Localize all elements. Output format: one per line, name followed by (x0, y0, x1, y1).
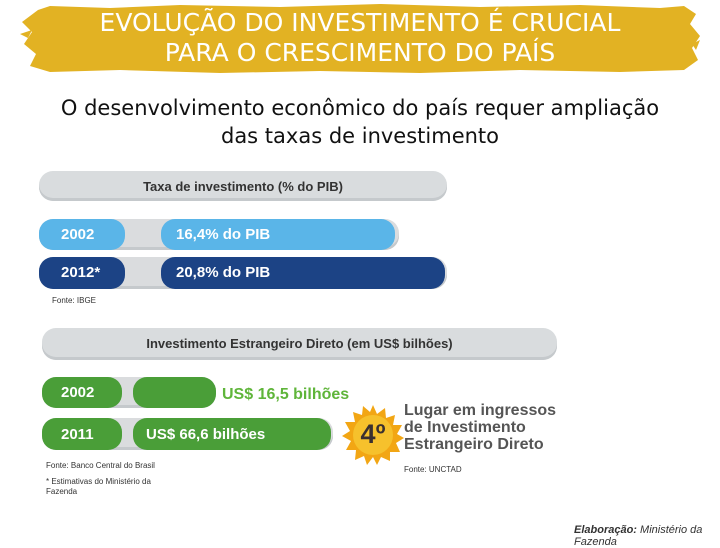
credit: Elaboração: Ministério da Fazenda (574, 524, 720, 548)
fdi-row-2002-year: 2002 (61, 384, 95, 401)
fdi-source: Fonte: Banco Central do Brasil (46, 461, 155, 470)
page-title-line2: PARA O CRESCIMENTO DO PAÍS (164, 38, 556, 67)
fdi-footnote: * Estimativas do Ministério da Fazenda (46, 477, 151, 497)
fdi-header: Investimento Estrangeiro Direto (em US$ … (42, 328, 557, 360)
investment-row-2012-value-pill (161, 257, 445, 289)
ranking-caption: Lugar em ingressos de Investimento Estra… (404, 402, 594, 453)
investment-rate-header-label: Taxa de investimento (% do PIB) (143, 179, 343, 194)
fdi-row-2011-year-pill (42, 418, 122, 450)
credit-label: Elaboração: (574, 524, 637, 536)
fdi-row-2002-value: US$ 16,5 bilhões (222, 386, 350, 403)
title-banner (20, 4, 700, 73)
fdi-row-2011-year: 2011 (61, 426, 94, 443)
page-subtitle: O desenvolvimento econômico do país requ… (0, 94, 720, 150)
ranking-caption-line2: de Investimento (404, 419, 526, 436)
fdi-row-2011-value-pill (133, 418, 331, 450)
fdi-row-2011-value: US$ 66,6 bilhões (146, 426, 266, 443)
investment-rate-source: Fonte: IBGE (52, 296, 97, 305)
investment-row-2002-value-pill (161, 219, 395, 250)
starburst-icon (342, 405, 404, 465)
investment-row-2002-value: 16,4% do PIB (176, 226, 271, 243)
ranking-badge-number: 4º (360, 419, 386, 449)
fdi-header-label: Investimento Estrangeiro Direto (em US$ … (146, 336, 453, 351)
ranking-caption-line3: Estrangeiro Direto (404, 436, 544, 453)
page-title-line1: EVOLUÇÃO DO INVESTIMENTO É CRUCIAL (99, 8, 621, 37)
fdi-row-2002-year-pill (42, 377, 122, 408)
investment-row-2002-year-pill (39, 219, 125, 250)
fdi-footnote-line2: Fazenda (46, 487, 78, 496)
subtitle-line2: das taxas de investimento (220, 124, 500, 148)
investment-row-2002-year: 2002 (61, 226, 95, 243)
investment-row-2012-value: 20,8% do PIB (176, 264, 271, 281)
investment-rate-header: Taxa de investimento (% do PIB) (39, 171, 447, 201)
fdi-footnote-line1: * Estimativas do Ministério da (46, 477, 151, 486)
fdi-row-2002-value-pill (133, 377, 216, 408)
investment-row-2012-year: 2012* (61, 264, 101, 281)
subtitle-line1: O desenvolvimento econômico do país requ… (60, 96, 660, 120)
ranking-caption-line1: Lugar em ingressos (404, 402, 557, 419)
page-title: EVOLUÇÃO DO INVESTIMENTO É CRUCIAL PARA … (0, 8, 720, 68)
ranking-source: Fonte: UNCTAD (404, 465, 462, 474)
investment-row-2012-year-pill (39, 257, 125, 289)
ranking-badge: 4º (342, 404, 404, 466)
